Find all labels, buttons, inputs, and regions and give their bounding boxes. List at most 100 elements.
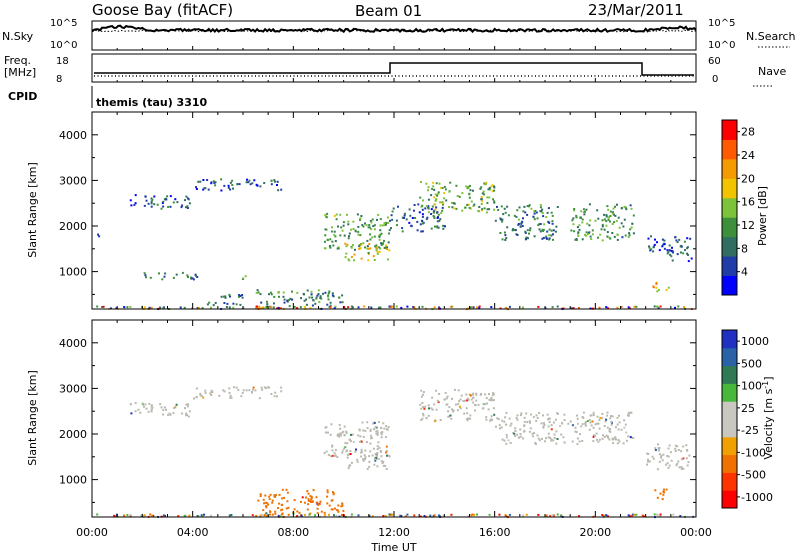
scatter-cell-4: [452, 409, 455, 412]
scatter-cell-2: [370, 436, 373, 439]
scatter-cell-12: [601, 219, 604, 222]
noise-cell: [196, 515, 199, 517]
scatter-cell-6: [667, 447, 670, 450]
scatter-cell-7: [316, 507, 319, 510]
scatter-cell-10: [455, 184, 458, 187]
scatter-cell-13: [682, 252, 685, 255]
scatter-cell-5: [516, 418, 519, 421]
scatter-cell-5: [620, 428, 623, 431]
scatter-cell-6: [654, 449, 657, 451]
scatter-cell-10: [493, 189, 496, 192]
colorbar-swatch: [722, 490, 737, 509]
scatter-cell-5: [594, 435, 596, 437]
scatter-cell-3: [181, 271, 184, 274]
scatter-cell-2: [274, 180, 277, 183]
scatter-cell-1: [165, 198, 168, 201]
scatter-cell-5: [610, 420, 613, 423]
scatter-cell-6: [293, 305, 296, 308]
scatter-cell-11: [528, 204, 531, 207]
scatter-cell-5: [598, 438, 601, 441]
scatter-cell-2: [365, 441, 368, 444]
scatter-cell-0: [165, 408, 167, 411]
scatter-cell-10: [469, 207, 472, 210]
scatter-cell-12: [629, 204, 632, 207]
y-tick-label: 4000: [59, 337, 87, 350]
scatter-cell-7: [310, 501, 312, 503]
scatter-cell-10: [481, 192, 484, 195]
scatter-cell-8: [353, 259, 355, 262]
scatter-cell-0: [98, 235, 101, 238]
scatter-cell-12: [603, 228, 606, 231]
scatter-cell-5: [571, 424, 574, 427]
scatter-cell-13: [684, 249, 686, 252]
scatter-cell-7: [361, 224, 364, 227]
scatter-cell-1: [143, 204, 146, 207]
scatter-cell-8: [362, 242, 365, 245]
scatter-cell-12: [574, 238, 577, 241]
noise-cell: [656, 513, 658, 516]
scatter-cell-5: [622, 442, 625, 445]
scatter-cell-12: [625, 208, 628, 211]
scatter-cell-5: [241, 296, 244, 299]
scatter-cell-2: [238, 183, 241, 186]
scatter-cell-7: [309, 512, 312, 515]
scatter-cell-6: [658, 460, 661, 463]
scatter-cell-5: [499, 427, 501, 430]
scatter-cell-7: [386, 216, 389, 219]
scatter-cell-10: [491, 190, 494, 193]
scatter-cell-7: [281, 497, 284, 500]
scatter-cell-9: [430, 208, 433, 211]
scatter-cell-0: [162, 408, 165, 411]
scatter-cell-5: [562, 436, 565, 439]
scatter-cell-1: [273, 395, 276, 398]
scatter-cell-12: [630, 226, 633, 229]
scatter-cell-11: [504, 231, 506, 234]
scatter-cell-12: [585, 208, 588, 211]
scatter-cell-5: [547, 432, 550, 435]
scatter-cell-12: [578, 224, 581, 227]
scatter-cell-10: [472, 205, 475, 207]
scatter-cell-7: [366, 245, 369, 248]
scatter-cell-7: [379, 229, 382, 232]
scatter-cell-10: [432, 185, 435, 188]
scatter-cell-5: [609, 428, 611, 430]
scatter-cell-3: [371, 454, 374, 457]
scatter-cell-9: [421, 230, 424, 233]
scatter-cell-8: [358, 247, 361, 250]
scatter-cell-2: [383, 427, 386, 430]
scatter-cell-5: [520, 412, 523, 415]
scatter-cell-0: [130, 412, 133, 415]
scatter-cell-9: [391, 210, 394, 213]
scatter-cell-4: [438, 393, 441, 395]
scatter-cell-7: [335, 213, 338, 216]
scatter-cell-2: [333, 452, 336, 455]
noise-cell: [210, 306, 212, 309]
scatter-cell-1: [252, 388, 254, 391]
scatter-cell-6: [312, 299, 315, 302]
scatter-cell-12: [611, 232, 614, 234]
scatter-cell-5: [592, 435, 595, 438]
scatter-cell-8: [376, 252, 379, 255]
beam-title: Beam 01: [355, 2, 422, 20]
scatter-cell-9: [390, 227, 392, 230]
scatter-cell-8: [350, 246, 353, 249]
scatter-cell-12: [591, 229, 594, 232]
noise-cell: [620, 306, 623, 308]
scatter-cell-12: [623, 218, 626, 221]
scatter-cell-5: [596, 415, 599, 418]
scatter-cell-12: [605, 215, 608, 218]
scatter-cell-2: [384, 436, 387, 439]
noise-cell: [628, 515, 631, 518]
y-tick-label: 2000: [59, 220, 87, 233]
scatter-cell-12: [581, 238, 584, 241]
scatter-cell-4: [463, 412, 466, 415]
scatter-cell-13: [686, 237, 689, 240]
scatter-cell-5: [531, 432, 534, 435]
noise-cell: [152, 514, 155, 517]
scatter-cell-5: [538, 412, 541, 414]
scatter-cell-10: [438, 182, 441, 185]
scatter-cell-1: [229, 394, 232, 397]
scatter-cell-10: [419, 196, 422, 199]
scatter-cell-5: [629, 436, 632, 438]
